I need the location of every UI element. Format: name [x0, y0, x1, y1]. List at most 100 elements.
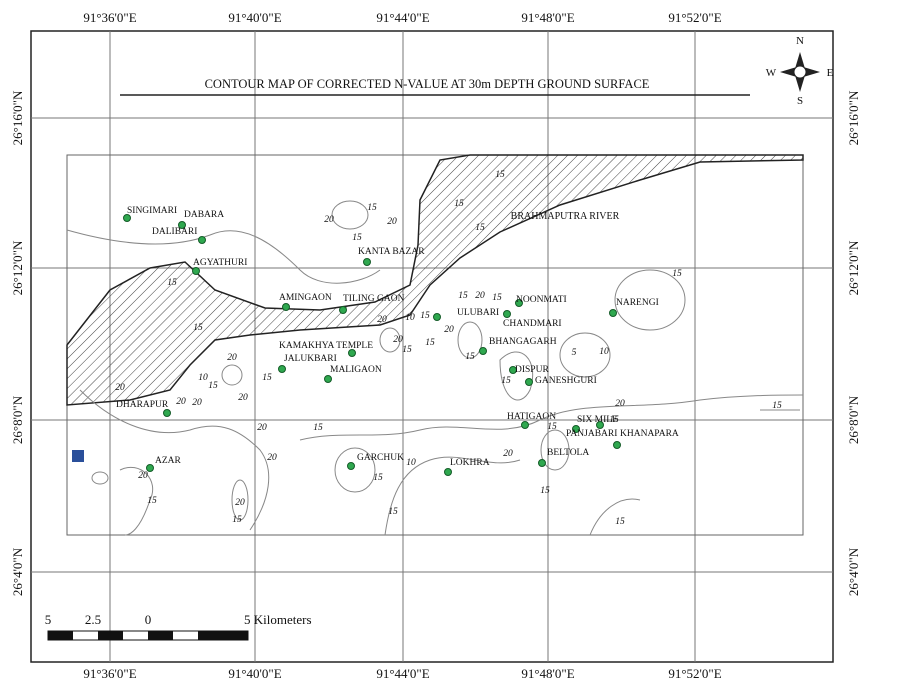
contour-label: 15	[772, 401, 782, 411]
map-title: CONTOUR MAP OF CORRECTED N-VALUE AT 30m …	[205, 77, 650, 91]
place-marker	[198, 236, 206, 244]
place-marker	[479, 347, 487, 355]
graticule	[31, 31, 833, 662]
place-marker	[572, 425, 580, 433]
contour-label: 20	[615, 399, 625, 409]
latitude-label: 26°16'0"N	[846, 90, 861, 145]
contour-label: 10	[406, 458, 416, 468]
longitude-label: 91°36'0"E	[83, 10, 136, 25]
place-label: SIX MILE	[577, 415, 618, 425]
contour-label: 15	[672, 269, 682, 279]
compass-n: N	[796, 35, 804, 47]
place-label: DISPUR	[515, 365, 549, 375]
longitude-label: 91°36'0"E	[83, 666, 136, 681]
place-label: SINGIMARI	[127, 206, 177, 216]
contour-label: 15	[232, 515, 242, 525]
place-marker	[515, 299, 523, 307]
contour-label: 20	[238, 393, 248, 403]
longitude-label: 91°52'0"E	[668, 10, 721, 25]
place-label: KANTA BAZAR	[358, 247, 425, 257]
compass-w: W	[766, 67, 777, 79]
place-marker	[509, 366, 517, 374]
place-marker	[192, 267, 200, 275]
contour-label: 15	[420, 311, 430, 321]
longitude-label: 91°44'0"E	[376, 666, 429, 681]
longitude-label: 91°40'0"E	[228, 666, 281, 681]
contour-label: 20	[393, 335, 403, 345]
place-label: BHANGAGARH	[489, 337, 557, 347]
place-label: MALIGAON	[330, 365, 382, 375]
contour-label: 20	[257, 423, 267, 433]
contour-label: 15	[193, 323, 203, 333]
contour-label: 20	[324, 215, 334, 225]
place-marker	[278, 365, 286, 373]
place-marker	[163, 409, 171, 417]
place-marker	[538, 459, 546, 467]
contour-label: 15	[425, 338, 435, 348]
place-marker	[347, 462, 355, 470]
latitude-label: 26°4'0"N	[846, 547, 861, 596]
place-label: DALIBARI	[152, 227, 197, 237]
place-label: AZAR	[155, 456, 182, 466]
place-label: NOONMATI	[516, 295, 567, 305]
place-marker	[123, 214, 131, 222]
place-label: AMINGAON	[279, 293, 332, 303]
place-marker	[444, 468, 452, 476]
contour-label: 15	[458, 291, 468, 301]
place-label: DHARAPUR	[116, 400, 169, 410]
place-label: KAMAKHYA TEMPLE	[279, 341, 373, 351]
contour-label: 15	[167, 278, 177, 288]
place-marker	[146, 464, 154, 472]
place-label: TILING GAON	[343, 294, 405, 304]
contour-label: 10	[405, 313, 415, 323]
place-marker	[521, 421, 529, 429]
latitude-label: 26°4'0"N	[10, 547, 25, 596]
contour-label: 20	[192, 398, 202, 408]
place-marker	[596, 421, 604, 429]
place-marker	[282, 303, 290, 311]
contour-label: 20	[176, 397, 186, 407]
contour-label: 20	[387, 217, 397, 227]
place-label: PANJABARI	[566, 429, 617, 439]
river-area	[66, 154, 804, 406]
scale-label: 2.5	[85, 612, 101, 627]
contour-label: 15	[609, 415, 619, 425]
place-marker	[609, 309, 617, 317]
map-frame	[30, 30, 834, 663]
latitude-label: 26°8'0"N	[10, 395, 25, 444]
airport-icon	[72, 450, 84, 462]
contour-label: 15	[352, 233, 362, 243]
contour-label: 15	[262, 373, 272, 383]
place-marker	[503, 310, 511, 318]
labels: 91°36'0"E 91°36'0"E 91°40'0"E 91°40'0"E 91°4…	[10, 10, 861, 681]
contour-label: 15	[208, 381, 218, 391]
contour-label: 15	[492, 293, 502, 303]
contour-label: 20	[235, 498, 245, 508]
longitude-label: 91°44'0"E	[376, 10, 429, 25]
place-marker	[613, 441, 621, 449]
place-label: LOKHRA	[450, 458, 490, 468]
place-marker	[525, 378, 533, 386]
contour-label: 15	[540, 486, 550, 496]
compass-e: E	[827, 67, 834, 79]
place-label: BELTOLA	[547, 448, 589, 458]
longitude-label: 91°52'0"E	[668, 666, 721, 681]
contour-label: 15	[615, 517, 625, 527]
latitude-label: 26°16'0"N	[10, 90, 25, 145]
contour-label: 15	[547, 422, 557, 432]
place-label: CHANDMARI	[503, 319, 562, 329]
contour-label: 20	[475, 291, 485, 301]
place-label: JALUKBARI	[284, 354, 337, 364]
longitude-label: 91°40'0"E	[228, 10, 281, 25]
latitude-label: 26°8'0"N	[846, 395, 861, 444]
place-label: GARCHUK	[357, 453, 404, 463]
latitude-label: 26°12'0"N	[10, 240, 25, 295]
contour-label: 20	[227, 353, 237, 363]
place-marker	[348, 349, 356, 357]
place-label: GANESHGURI	[535, 376, 597, 386]
place-label: AGYATHURI	[193, 258, 247, 268]
contour-label: 20	[115, 383, 125, 393]
place-label: KHANAPARA	[620, 429, 679, 439]
scale-label: 0	[145, 612, 152, 627]
